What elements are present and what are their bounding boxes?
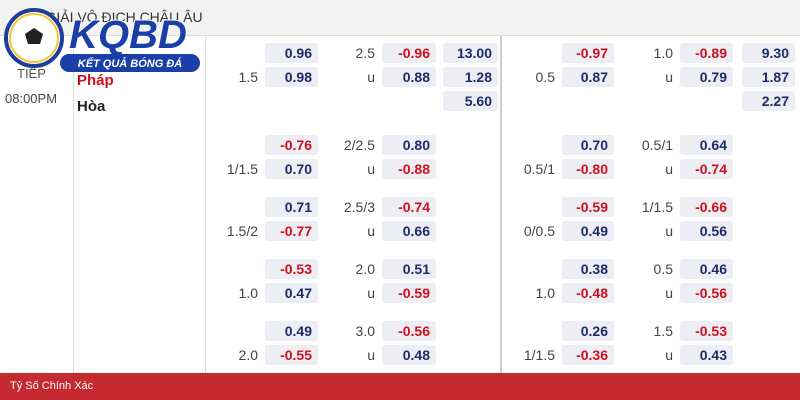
line-label: u (367, 285, 375, 301)
odds-value[interactable]: 0.88 (382, 67, 436, 87)
line-label: u (367, 161, 375, 177)
odds-value[interactable]: -0.76 (265, 135, 318, 155)
line-label: u (367, 347, 375, 363)
line-label: 2/2.5 (343, 137, 375, 153)
odds-value[interactable]: -0.59 (562, 197, 614, 217)
line-label: 1/1.5 (226, 161, 258, 177)
odds-value[interactable]: 0.49 (265, 321, 318, 341)
odds-value[interactable]: 0.80 (382, 135, 436, 155)
odds-value[interactable]: -0.89 (680, 43, 733, 63)
match-status: TIẾP (17, 66, 46, 81)
line-label: 1.5 (653, 323, 673, 339)
line-label: 0.5 (653, 261, 673, 277)
odds-value[interactable]: 0.71 (265, 197, 318, 217)
odds-value[interactable]: -0.80 (562, 159, 614, 179)
odds-value[interactable]: 13.00 (443, 43, 498, 63)
line-label: u (367, 69, 375, 85)
header-bar (0, 0, 800, 36)
odds-value[interactable]: 0.79 (680, 67, 733, 87)
line-label: u (665, 161, 673, 177)
line-label: 0.5/1 (523, 161, 555, 177)
odds-value[interactable]: 0.96 (265, 43, 318, 63)
line-label: 0/0.5 (523, 223, 555, 239)
odds-value[interactable]: 0.38 (562, 259, 614, 279)
odds-value[interactable]: -0.48 (562, 283, 614, 303)
line-label: 1.0 (238, 285, 258, 301)
odds-value[interactable]: -0.74 (382, 197, 436, 217)
line-label: u (665, 223, 673, 239)
line-label: 1.0 (535, 285, 555, 301)
line-label: 2.5 (355, 45, 375, 61)
logo-title: KQBD (69, 13, 187, 57)
league-title: *GIẢI VÔ ĐỊCH CHÂU ÂU (40, 9, 203, 25)
odds-value[interactable]: 0.70 (562, 135, 614, 155)
match-time: 08:00PM (5, 91, 58, 106)
odds-value[interactable]: -0.53 (265, 259, 318, 279)
line-label: 1/1.5 (641, 199, 673, 215)
divider (205, 36, 206, 373)
odds-value[interactable]: 2.27 (742, 91, 795, 111)
team-name: Pháp (77, 72, 114, 89)
logo-subtitle: KẾT QUẢ BÓNG ĐÁ (78, 57, 183, 70)
line-label: 2.0 (355, 261, 375, 277)
odds-value[interactable]: -0.77 (265, 221, 318, 241)
odds-value[interactable]: -0.97 (562, 43, 614, 63)
odds-value[interactable]: -0.66 (680, 197, 733, 217)
odds-value[interactable]: -0.88 (382, 159, 436, 179)
footer-bar (0, 373, 800, 400)
odds-value[interactable]: 0.98 (265, 67, 318, 87)
odds-value[interactable]: 0.70 (265, 159, 318, 179)
odds-value[interactable]: -0.74 (680, 159, 733, 179)
odds-value[interactable]: 0.48 (382, 345, 436, 365)
odds-value[interactable]: 0.43 (680, 345, 733, 365)
odds-value[interactable]: 0.56 (680, 221, 733, 241)
line-label: 3.0 (355, 323, 375, 339)
odds-value[interactable]: 0.46 (680, 259, 733, 279)
odds-value[interactable]: -0.56 (382, 321, 436, 341)
divider (500, 36, 502, 373)
line-label: 2.5/3 (343, 199, 375, 215)
odds-value[interactable]: 0.64 (680, 135, 733, 155)
line-label: 1.5/2 (226, 223, 258, 239)
odds-value[interactable]: 0.51 (382, 259, 436, 279)
line-label: 1.0 (653, 45, 673, 61)
line-label: u (367, 223, 375, 239)
odds-value[interactable]: -0.36 (562, 345, 614, 365)
line-label: 0.5 (535, 69, 555, 85)
odds-value[interactable]: 0.49 (562, 221, 614, 241)
odds-value[interactable]: -0.96 (382, 43, 436, 63)
line-label: 1.5 (238, 69, 258, 85)
line-label: 1/1.5 (523, 347, 555, 363)
odds-value[interactable]: 1.87 (742, 67, 795, 87)
footer-label[interactable]: Tỷ Số Chính Xác (10, 380, 94, 392)
odds-value[interactable]: 9.30 (742, 43, 795, 63)
line-label: 2.0 (238, 347, 258, 363)
odds-value[interactable]: -0.59 (382, 283, 436, 303)
logo: KQBD KẾT QUẢ BÓNG ĐÁ (4, 8, 200, 72)
line-label: u (665, 69, 673, 85)
divider (73, 36, 74, 373)
line-label: u (665, 347, 673, 363)
odds-value[interactable]: -0.53 (680, 321, 733, 341)
line-label: 0.5/1 (641, 137, 673, 153)
odds-value[interactable]: 1.28 (443, 67, 498, 87)
odds-value[interactable]: -0.55 (265, 345, 318, 365)
line-label: u (665, 285, 673, 301)
odds-value[interactable]: 5.60 (443, 91, 498, 111)
odds-value[interactable]: 0.66 (382, 221, 436, 241)
odds-value[interactable]: 0.87 (562, 67, 614, 87)
odds-value[interactable]: 0.47 (265, 283, 318, 303)
draw-label: Hòa (77, 98, 106, 115)
odds-value[interactable]: 0.26 (562, 321, 614, 341)
odds-value[interactable]: -0.56 (680, 283, 733, 303)
